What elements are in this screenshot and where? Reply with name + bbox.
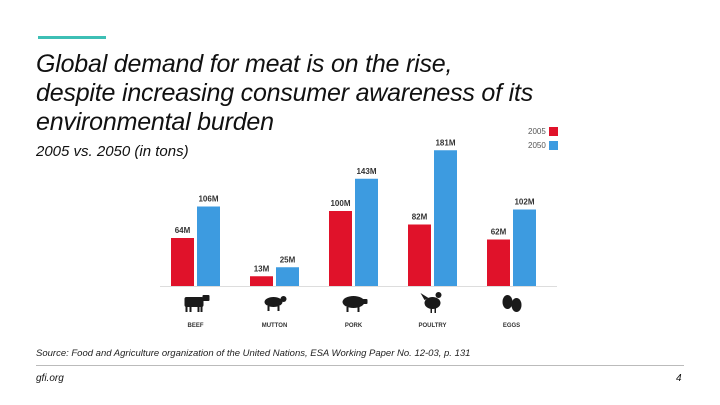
title-emphasis: despite (36, 79, 116, 107)
data-label-eggs-2005: 62M (491, 228, 507, 237)
legend-swatch-2050 (548, 140, 558, 150)
bar-poultry-2005 (408, 224, 431, 286)
data-label-mutton-2050: 25M (280, 255, 296, 264)
legend-label-2005: 2005 (528, 126, 546, 136)
bar-pork-2005 (329, 211, 352, 286)
slide-title: Global demand for meat is on the rise, d… (36, 50, 696, 137)
legend-label-2050: 2050 (528, 140, 546, 150)
cow-icon (184, 295, 210, 312)
title-line-2-rest: increasing consumer awareness of its (115, 79, 534, 107)
legend-item-2005: 2005 (528, 124, 558, 138)
data-label-mutton-2005: 13M (254, 264, 270, 273)
bar-mutton-2005 (250, 276, 273, 286)
sheep-icon (264, 296, 287, 311)
data-label-eggs-2050: 102M (514, 198, 534, 207)
legend-swatch-2005 (548, 126, 558, 136)
category-label-poultry: POULTRY (419, 323, 447, 329)
category-label-eggs: EGGS (503, 323, 520, 329)
title-line-2: despite increasing consumer awareness of… (36, 79, 696, 108)
footer-site: gfi.org (36, 373, 64, 384)
footer-divider (36, 365, 684, 366)
data-label-beef-2050: 106M (198, 195, 218, 204)
bar-beef-2050 (197, 206, 220, 286)
title-line-3: environmental burden (36, 108, 274, 136)
chart-subtitle: 2005 vs. 2050 (in tons) (36, 143, 189, 160)
category-label-mutton: MUTTON (262, 323, 288, 329)
page-number: 4 (676, 373, 682, 384)
data-label-pork-2050: 143M (356, 167, 376, 176)
bar-pork-2050 (355, 178, 378, 286)
source-note: Source: Food and Agriculture organizatio… (36, 348, 471, 359)
chicken-icon (420, 292, 442, 313)
data-label-poultry-2050: 181M (435, 138, 455, 147)
accent-line (38, 36, 106, 39)
chart-legend: 2005 2050 (528, 124, 558, 152)
bar-eggs-2005 (487, 239, 510, 286)
pig-icon (342, 296, 368, 312)
title-line-1: Global demand for meat is on the rise, (36, 50, 453, 78)
bar-eggs-2050 (513, 209, 536, 286)
data-label-pork-2005: 100M (330, 199, 350, 208)
eggs-icon (502, 295, 522, 312)
bar-poultry-2050 (434, 150, 457, 286)
bar-beef-2005 (171, 238, 194, 286)
category-label-pork: PORK (345, 323, 363, 329)
data-label-beef-2005: 64M (175, 226, 191, 235)
category-label-beef: BEEF (187, 323, 203, 329)
bar-mutton-2050 (276, 267, 299, 286)
data-label-poultry-2005: 82M (412, 213, 428, 222)
legend-item-2050: 2050 (528, 138, 558, 152)
